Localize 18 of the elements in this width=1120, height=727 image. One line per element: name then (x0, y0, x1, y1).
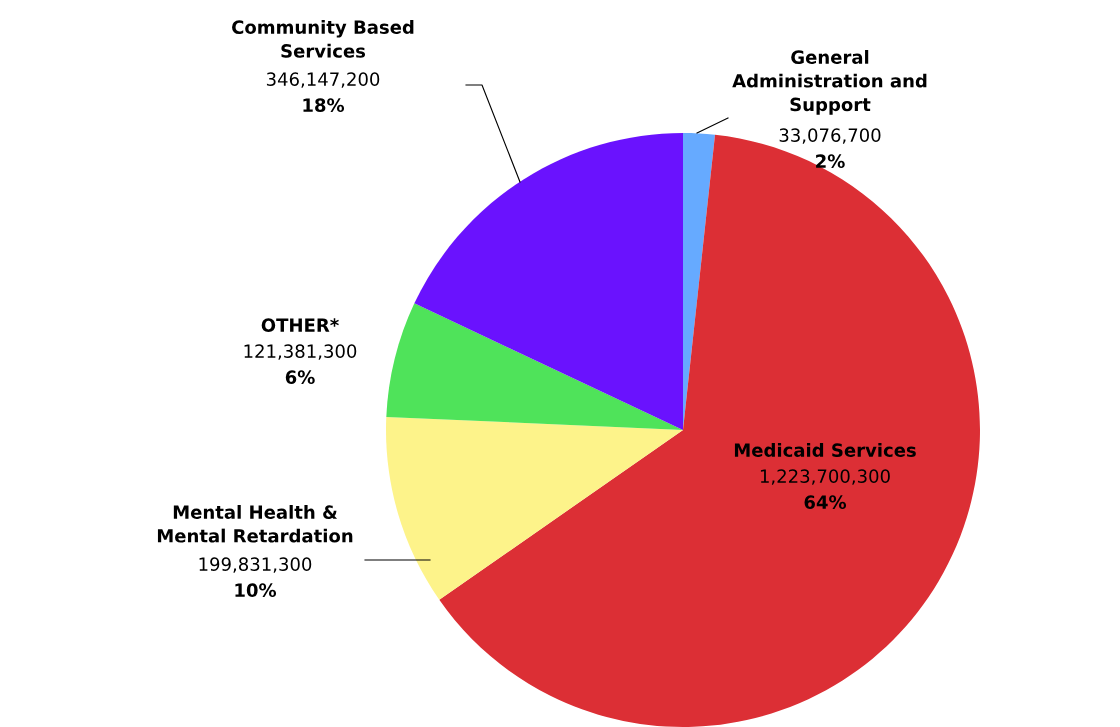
pie-slice (386, 303, 683, 430)
slice-label: OTHER* (261, 318, 339, 332)
slice-label: Medicaid Services (734, 443, 916, 457)
data-label: 121,381,300 (244, 344, 357, 360)
slice-label: General Administration and Support (732, 50, 927, 115)
text: 10% (235, 583, 277, 597)
data-label: 199,831,300 (199, 557, 312, 573)
data-label: 1,223,700,300 (760, 469, 890, 485)
slice-label: Mental Health & Mental Retardation (157, 505, 353, 543)
data-label: 33,076,700 (779, 128, 881, 144)
text: 18% (303, 98, 345, 112)
text: 2% (816, 154, 845, 168)
pie-slice (386, 416, 683, 600)
slice-label: Community Based Services (232, 20, 414, 58)
text: 6% (285, 370, 315, 384)
data-label: 346,147,200 (266, 72, 380, 88)
text: 64% (804, 495, 847, 509)
pie-slice (414, 133, 683, 430)
